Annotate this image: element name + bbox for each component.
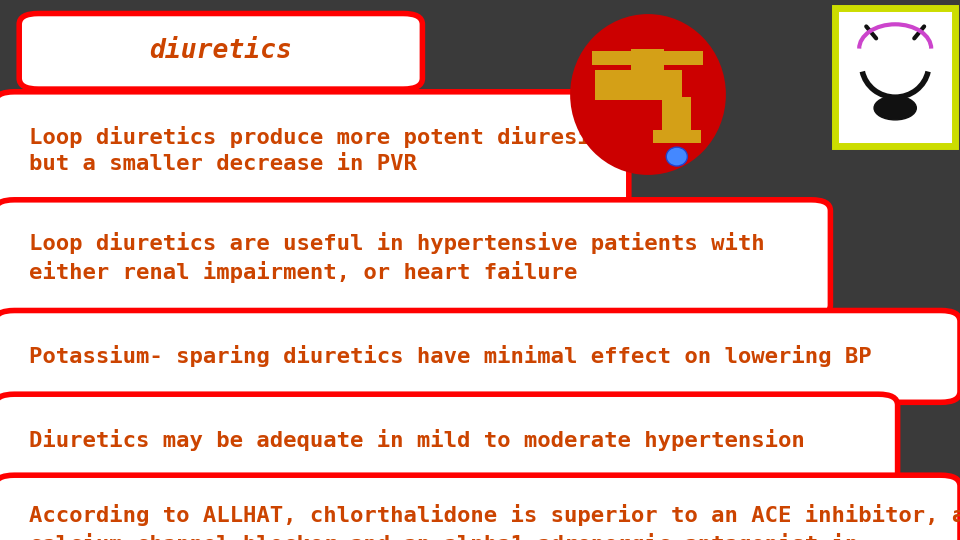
FancyBboxPatch shape	[662, 97, 691, 135]
Text: diuretics: diuretics	[150, 38, 292, 64]
Ellipse shape	[574, 17, 722, 172]
FancyBboxPatch shape	[592, 51, 703, 65]
FancyBboxPatch shape	[0, 310, 960, 402]
FancyBboxPatch shape	[0, 92, 629, 208]
FancyBboxPatch shape	[19, 14, 422, 89]
Text: Potassium- sparing diuretics have minimal effect on lowering BP: Potassium- sparing diuretics have minima…	[29, 346, 872, 367]
FancyBboxPatch shape	[835, 8, 955, 146]
FancyBboxPatch shape	[631, 49, 664, 73]
FancyBboxPatch shape	[653, 130, 701, 143]
Text: Loop diuretics are useful in hypertensive patients with
either renal impairment,: Loop diuretics are useful in hypertensiv…	[29, 232, 764, 284]
Text: According to ALLHAT, chlorthalidone is superior to an ACE inhibitor, a
calcium c: According to ALLHAT, chlorthalidone is s…	[29, 504, 960, 540]
FancyBboxPatch shape	[0, 394, 898, 486]
FancyBboxPatch shape	[0, 475, 960, 540]
Text: Loop diuretics produce more potent diuresis
but a smaller decrease in PVR: Loop diuretics produce more potent diure…	[29, 126, 604, 174]
Ellipse shape	[666, 147, 687, 166]
FancyBboxPatch shape	[595, 70, 682, 100]
Circle shape	[874, 96, 916, 120]
FancyBboxPatch shape	[0, 200, 830, 316]
Text: Diuretics may be adequate in mild to moderate hypertension: Diuretics may be adequate in mild to mod…	[29, 429, 804, 451]
